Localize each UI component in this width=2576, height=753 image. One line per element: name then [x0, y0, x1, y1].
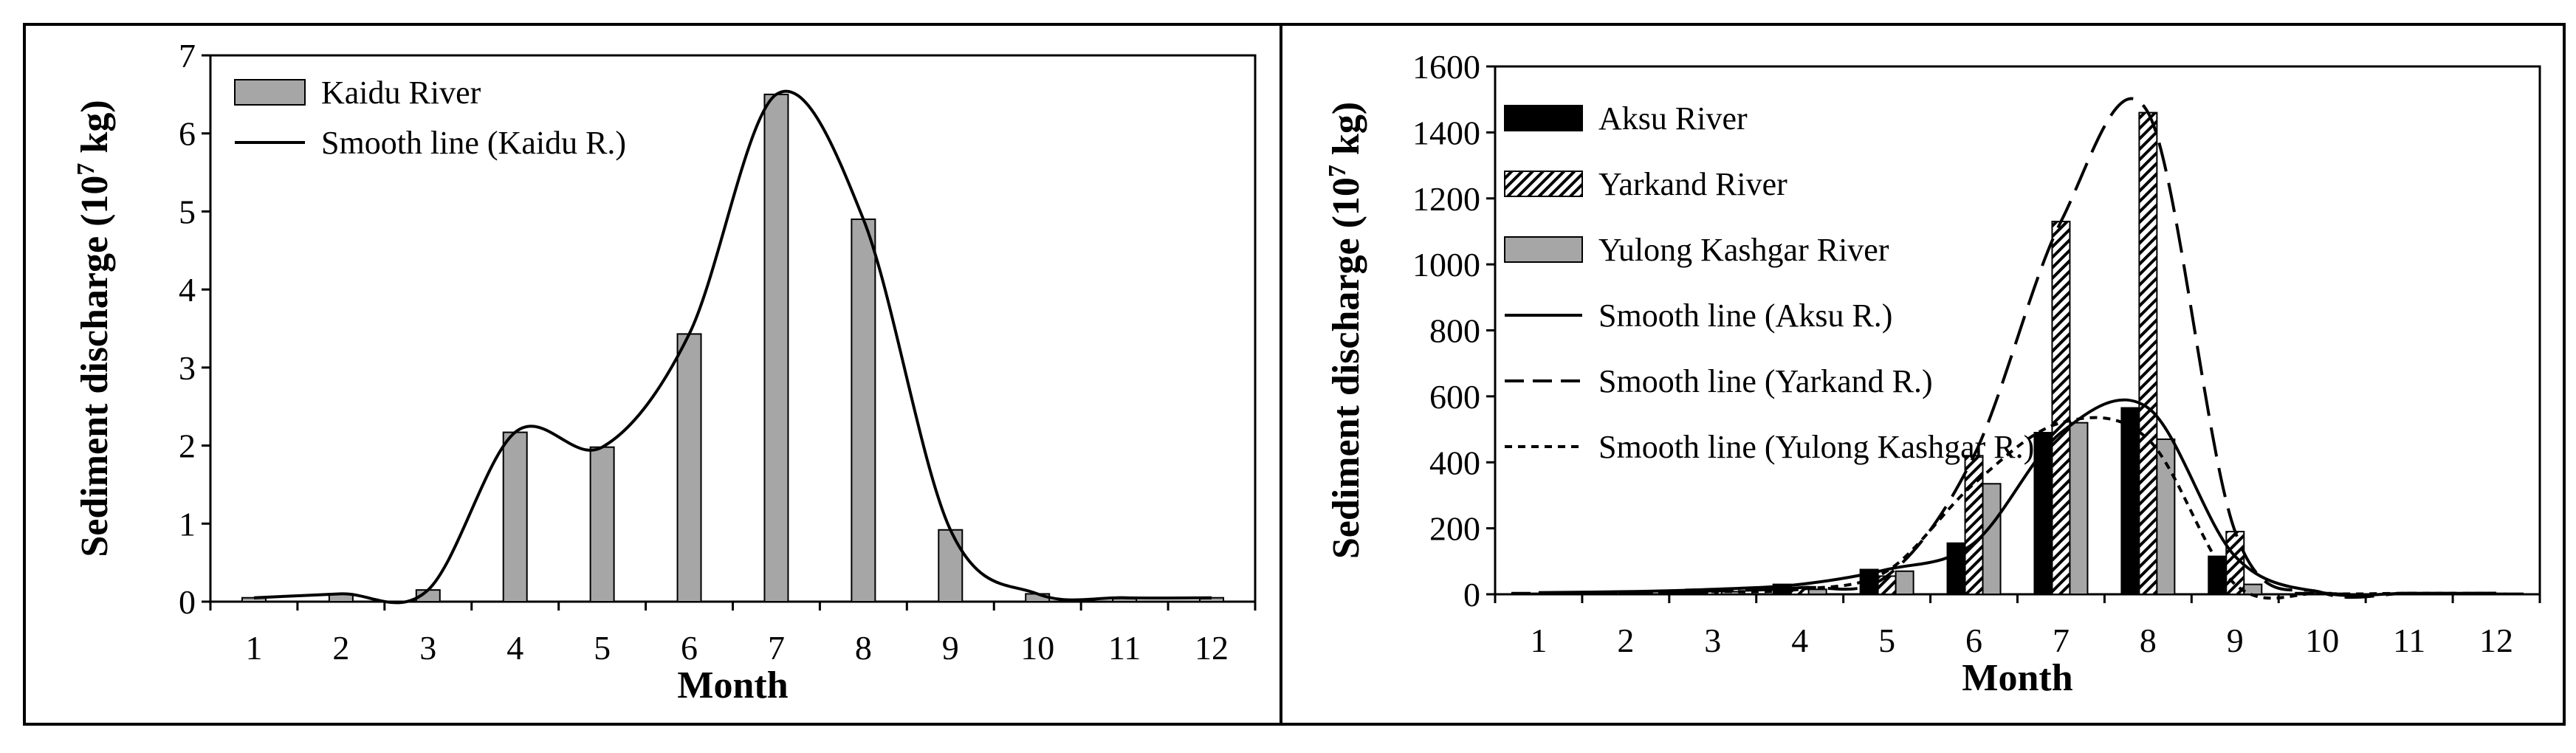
- y-tick-label: 0: [1463, 576, 1480, 613]
- legend-label: Aksu River: [1598, 100, 1748, 137]
- line-smooth-line-yarkand-r-: [1538, 97, 2497, 599]
- bar-kaidu-river-6: [676, 333, 702, 602]
- bar-kaidu-river-8: [851, 219, 876, 602]
- legend-item: Smooth line (Yarkand R.): [1505, 363, 1933, 399]
- line-smooth-line-yulong-kashgar-r-: [1538, 416, 2497, 600]
- y-tick-label: 1600: [1412, 48, 1480, 86]
- legend-item: Kaidu River: [234, 75, 481, 111]
- x-tick-label: 11: [2393, 622, 2425, 659]
- legend-label: Smooth line (Yulong Kashgar R.): [1598, 429, 2034, 465]
- x-tick-label: 12: [2479, 622, 2513, 659]
- y-tick-label: 5: [179, 193, 196, 230]
- figure-frame: [23, 23, 2566, 726]
- legend-item: Smooth line (Kaidu R.): [235, 125, 626, 161]
- x-tick-label: 9: [942, 629, 959, 667]
- legend-swatch: [1504, 171, 1583, 197]
- x-tick-label: 4: [1791, 622, 1808, 659]
- y-axis-title: Sediment discharge (107 kg): [72, 100, 116, 557]
- y-tick-label: 1000: [1412, 246, 1480, 283]
- x-tick-label: 12: [1195, 629, 1229, 667]
- x-tick-label: 5: [594, 629, 611, 667]
- x-tick-label: 8: [855, 629, 872, 667]
- x-tick-label: 3: [1704, 622, 1721, 659]
- legend-swatch: [1504, 236, 1583, 263]
- legend-label: Smooth line (Kaidu R.): [321, 125, 626, 161]
- y-tick-label: 600: [1429, 378, 1480, 416]
- x-axis-title: Month: [677, 664, 788, 706]
- y-tick-label: 1200: [1412, 180, 1480, 218]
- x-tick-label: 10: [1020, 629, 1054, 667]
- line-smooth-line-kaidu-r-: [253, 89, 1212, 605]
- y-tick-label: 7: [179, 37, 196, 75]
- y-tick-label: 0: [179, 583, 196, 621]
- legend-swatch: [234, 79, 306, 106]
- y-tick-label: 400: [1429, 444, 1480, 481]
- y-tick-label: 4: [179, 271, 196, 309]
- x-tick-label: 2: [332, 629, 349, 667]
- bar-aksu-river-8: [2120, 407, 2140, 595]
- x-tick-label: 9: [2227, 622, 2244, 659]
- y-tick-label: 1: [179, 505, 196, 543]
- legend-label: Smooth line (Yarkand R.): [1598, 363, 1933, 399]
- y-tick-label: 3: [179, 349, 196, 387]
- x-axis-title: Month: [1962, 657, 2072, 699]
- x-tick-label: 6: [681, 629, 698, 667]
- bar-yarkand-river-8: [2138, 111, 2158, 595]
- bar-kaidu-river-4: [502, 431, 528, 602]
- y-tick-label: 1400: [1412, 114, 1480, 151]
- x-tick-label: 10: [2305, 622, 2339, 659]
- y-tick-label: 6: [179, 115, 196, 153]
- bar-kaidu-river-7: [763, 93, 789, 603]
- y-tick-label: 200: [1429, 510, 1480, 548]
- x-tick-label: 4: [506, 629, 523, 667]
- legend-item: Yarkand River: [1504, 166, 1787, 202]
- x-tick-label: 6: [1965, 622, 1982, 659]
- x-tick-label: 3: [419, 629, 436, 667]
- bar-yarkand-river-7: [2051, 221, 2071, 595]
- legend-label: Yulong Kashgar River: [1598, 232, 1889, 268]
- x-tick-label: 11: [1108, 629, 1141, 667]
- legend-item: Smooth line (Yulong Kashgar R.): [1505, 429, 2034, 465]
- x-tick-label: 8: [2140, 622, 2157, 659]
- bar-yulong-kashgar-river-7: [2069, 422, 2089, 595]
- y-axis-title: Sediment discharge (107 kg): [1324, 102, 1367, 559]
- x-tick-label: 7: [768, 629, 785, 667]
- bar-kaidu-river-9: [938, 529, 964, 602]
- legend-label: Kaidu River: [321, 75, 481, 111]
- y-tick-label: 800: [1429, 312, 1480, 350]
- legend-label: Yarkand River: [1598, 166, 1787, 202]
- x-tick-label: 1: [1530, 622, 1547, 659]
- bar-yulong-kashgar-river-4: [1807, 588, 1827, 595]
- x-tick-label: 2: [1617, 622, 1634, 659]
- x-tick-label: 7: [2053, 622, 2070, 659]
- x-tick-label: 5: [1878, 622, 1895, 659]
- legend-label: Smooth line (Aksu R.): [1598, 298, 1892, 334]
- legend-item: Yulong Kashgar River: [1504, 232, 1889, 268]
- x-tick-label: 1: [245, 629, 262, 667]
- bar-yulong-kashgar-river-6: [1982, 483, 2002, 595]
- bar-yulong-kashgar-river-9: [2243, 583, 2263, 595]
- legend-item: Smooth line (Aksu R.): [1505, 298, 1892, 334]
- bar-aksu-river-1: [1511, 591, 1531, 595]
- bar-yulong-kashgar-river-5: [1895, 570, 1914, 595]
- y-tick-label: 2: [179, 427, 196, 465]
- bar-kaidu-river-5: [589, 446, 615, 603]
- legend-item: Aksu River: [1504, 100, 1748, 137]
- legend-swatch: [1504, 105, 1583, 131]
